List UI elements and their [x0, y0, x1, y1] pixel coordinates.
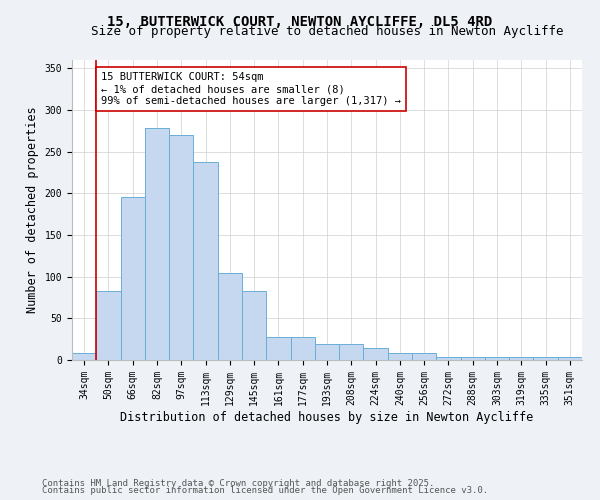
- Bar: [290, 336, 315, 360]
- Text: Contains public sector information licensed under the Open Government Licence v3: Contains public sector information licen…: [42, 486, 488, 495]
- Bar: [339, 344, 364, 360]
- Bar: [485, 356, 509, 360]
- Bar: [509, 356, 533, 360]
- Bar: [96, 291, 121, 360]
- Bar: [558, 356, 582, 360]
- Bar: [193, 162, 218, 360]
- Text: 15 BUTTERWICK COURT: 54sqm
← 1% of detached houses are smaller (8)
99% of semi-d: 15 BUTTERWICK COURT: 54sqm ← 1% of detac…: [101, 72, 401, 106]
- Bar: [436, 356, 461, 360]
- Bar: [266, 336, 290, 360]
- Bar: [461, 356, 485, 360]
- Bar: [242, 291, 266, 360]
- Bar: [121, 196, 145, 360]
- Bar: [412, 354, 436, 360]
- Bar: [315, 344, 339, 360]
- Text: 15, BUTTERWICK COURT, NEWTON AYCLIFFE, DL5 4RD: 15, BUTTERWICK COURT, NEWTON AYCLIFFE, D…: [107, 15, 493, 29]
- Bar: [72, 354, 96, 360]
- Title: Size of property relative to detached houses in Newton Aycliffe: Size of property relative to detached ho…: [91, 25, 563, 38]
- Bar: [145, 128, 169, 360]
- Text: Contains HM Land Registry data © Crown copyright and database right 2025.: Contains HM Land Registry data © Crown c…: [42, 478, 434, 488]
- Bar: [388, 354, 412, 360]
- Bar: [364, 348, 388, 360]
- Bar: [169, 135, 193, 360]
- Bar: [218, 274, 242, 360]
- Y-axis label: Number of detached properties: Number of detached properties: [26, 106, 39, 314]
- X-axis label: Distribution of detached houses by size in Newton Aycliffe: Distribution of detached houses by size …: [121, 410, 533, 424]
- Bar: [533, 356, 558, 360]
